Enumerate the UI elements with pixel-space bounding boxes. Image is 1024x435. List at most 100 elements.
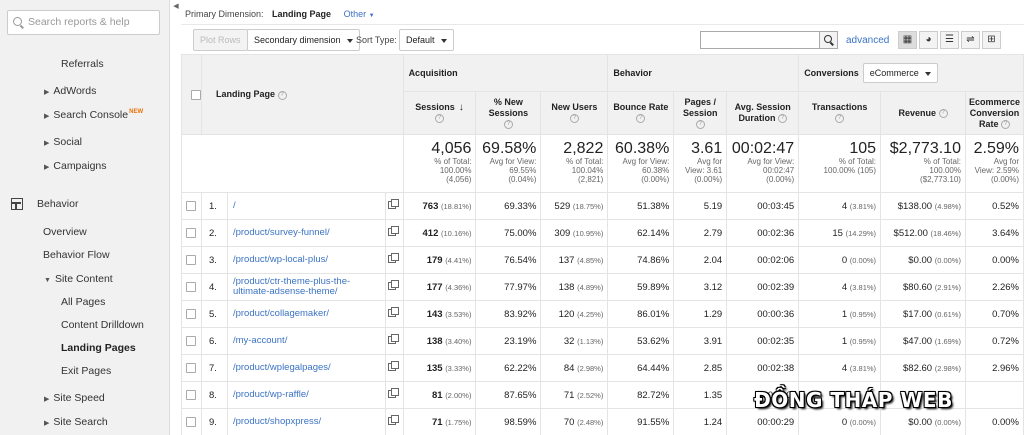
row-checkbox[interactable] xyxy=(186,200,196,211)
row-checkbox[interactable] xyxy=(186,254,196,265)
help-icon: ? xyxy=(435,114,444,124)
col-header-pages-session[interactable]: Pages / Session? xyxy=(673,91,728,135)
table-row: 4./product/ctr-theme-plus-the-ultimate-a… xyxy=(181,273,1024,301)
collapse-sidebar-icon[interactable]: ◀ xyxy=(173,3,179,10)
landing-page-link[interactable]: /product/wp-raffle/ xyxy=(226,381,386,409)
caret-right-icon: ▶ xyxy=(44,140,50,147)
other-dimension-link[interactable]: Other ▼ xyxy=(343,9,375,19)
row-checkbox-cell xyxy=(181,246,202,274)
landing-page-header[interactable]: Landing Page ? xyxy=(201,54,404,135)
select-all-checkbox[interactable] xyxy=(191,89,201,100)
cell-new-sessions: 23.19% xyxy=(475,327,542,355)
col-header-sessions[interactable]: Sessions ↓? xyxy=(402,91,477,135)
landing-page-link[interactable]: /product/ctr-theme-plus-the-ultimate-ads… xyxy=(226,273,386,301)
nav-behavior-flow[interactable]: Behavior Flow xyxy=(43,249,110,261)
external-link-icon[interactable] xyxy=(387,360,399,371)
cell-new-sessions: 87.65% xyxy=(475,381,542,409)
landing-page-link[interactable]: /product/wplegalpages/ xyxy=(226,354,386,382)
nav-search-console[interactable]: ▶ Search ConsoleNEW xyxy=(44,109,144,121)
cell-new-users: 71 (2.52%) xyxy=(540,381,609,409)
row-checkbox[interactable] xyxy=(186,416,196,427)
cell-new-sessions: 83.92% xyxy=(475,300,542,328)
external-link-icon[interactable] xyxy=(387,333,399,344)
nav-referrals[interactable]: Referrals xyxy=(61,58,104,70)
row-checkbox-cell xyxy=(181,354,202,382)
nav-campaigns[interactable]: ▶ Campaigns xyxy=(44,160,107,172)
secondary-dimension-select[interactable]: Secondary dimension xyxy=(247,29,360,51)
external-link-icon[interactable] xyxy=(387,252,399,263)
col-header-revenue[interactable]: Revenue ? xyxy=(880,91,966,135)
table-view-icon[interactable]: ▦ xyxy=(898,31,917,49)
sort-type-select[interactable]: Default xyxy=(399,29,454,51)
comparison-view-icon[interactable]: ⇌ xyxy=(961,31,980,49)
cell-new-sessions: 62.22% xyxy=(475,354,542,382)
cell-new-users: 84 (2.98%) xyxy=(540,354,609,382)
conversions-select[interactable]: eCommerce xyxy=(862,63,938,83)
cell-new-sessions: 75.00% xyxy=(475,219,542,247)
plot-rows-button[interactable]: Plot Rows xyxy=(193,29,248,51)
landing-page-link[interactable]: /product/survey-funnel/ xyxy=(226,219,386,247)
row-checkbox[interactable] xyxy=(186,281,196,292)
col-header-avg-duration[interactable]: Avg. Session Duration ? xyxy=(726,91,800,135)
landing-page-link[interactable]: /product/shopxpress/ xyxy=(226,408,386,435)
landing-page-link[interactable]: / xyxy=(226,192,386,220)
cell-revenue: $512.00 (18.46%) xyxy=(880,219,966,247)
nav-site-content[interactable]: ▼ Site Content xyxy=(44,273,113,285)
external-link-icon[interactable] xyxy=(387,414,399,425)
total-new-sessions: 69.58% Avg for View: 69.55% (0.04%) xyxy=(475,134,542,193)
performance-view-icon[interactable]: ☰ xyxy=(940,31,959,49)
row-checkbox[interactable] xyxy=(186,335,196,346)
search-reports-input[interactable]: Search reports & help xyxy=(7,10,160,35)
cell-conversion-rate xyxy=(964,381,1024,409)
cell-sessions: 71 (1.75%) xyxy=(402,408,477,435)
cell-bounce-rate: 74.86% xyxy=(607,246,675,274)
landing-page-link[interactable]: /my-account/ xyxy=(226,327,386,355)
pivot-view-icon[interactable]: ⊞ xyxy=(982,31,1001,49)
open-page-cell xyxy=(384,408,404,435)
primary-dimension-value[interactable]: Landing Page xyxy=(272,9,332,19)
table-filter-input[interactable] xyxy=(700,31,820,49)
table-search-button[interactable] xyxy=(819,31,838,49)
chevron-down-icon xyxy=(440,38,447,43)
external-link-icon[interactable] xyxy=(387,279,399,290)
open-page-cell xyxy=(384,219,404,247)
col-header-new-sessions[interactable]: % New Sessions? xyxy=(475,91,542,135)
cell-new-sessions: 69.33% xyxy=(475,192,542,220)
nav-site-speed[interactable]: ▶ Site Speed xyxy=(44,392,105,404)
landing-page-link[interactable]: /product/collagemaker/ xyxy=(226,300,386,328)
external-link-icon[interactable] xyxy=(387,198,399,209)
nav-behavior[interactable]: Behavior xyxy=(37,198,79,210)
external-link-icon[interactable] xyxy=(387,387,399,398)
cell-pages-session: 3.12 xyxy=(673,273,728,301)
cell-transactions: 4 (3.81%) xyxy=(798,354,882,382)
row-checkbox[interactable] xyxy=(186,362,196,373)
cell-conversion-rate: 0.00% xyxy=(964,246,1024,274)
nav-adwords[interactable]: ▶ AdWords xyxy=(44,85,97,97)
cell-revenue: $17.00 (0.61%) xyxy=(880,300,966,328)
col-header-bounce-rate[interactable]: Bounce Rate? xyxy=(607,91,675,135)
row-checkbox[interactable] xyxy=(186,389,196,400)
landing-page-link[interactable]: /product/wp-local-plus/ xyxy=(226,246,386,274)
external-link-icon[interactable] xyxy=(387,306,399,317)
nav-social[interactable]: ▶ Social xyxy=(44,136,82,148)
caret-right-icon: ▶ xyxy=(44,113,50,120)
nav-exit-pages[interactable]: Exit Pages xyxy=(61,365,112,377)
nav-overview[interactable]: Overview xyxy=(43,226,87,238)
row-checkbox[interactable] xyxy=(186,227,196,238)
external-link-icon[interactable] xyxy=(387,225,399,236)
cell-pages-session: 1.29 xyxy=(673,300,728,328)
open-page-cell xyxy=(384,300,404,328)
col-header-conversion-rate[interactable]: Ecommerce Conversion Rate ? xyxy=(964,91,1024,135)
row-checkbox[interactable] xyxy=(186,308,196,319)
cell-transactions: 1 (0.95%) xyxy=(798,327,882,355)
col-header-new-users[interactable]: New Users? xyxy=(540,91,609,135)
cell-sessions: 179 (4.41%) xyxy=(402,246,477,274)
pie-view-icon[interactable]: ◕ xyxy=(919,31,938,49)
nav-site-search[interactable]: ▶ Site Search xyxy=(44,416,108,428)
nav-all-pages[interactable]: All Pages xyxy=(61,296,106,308)
nav-content-drilldown[interactable]: Content Drilldown xyxy=(61,319,144,331)
nav-landing-pages[interactable]: Landing Pages xyxy=(61,342,136,354)
cell-avg-duration: 00:02:06 xyxy=(726,246,800,274)
advanced-filter-link[interactable]: advanced xyxy=(846,35,890,46)
col-header-transactions[interactable]: Transactions? xyxy=(798,91,882,135)
